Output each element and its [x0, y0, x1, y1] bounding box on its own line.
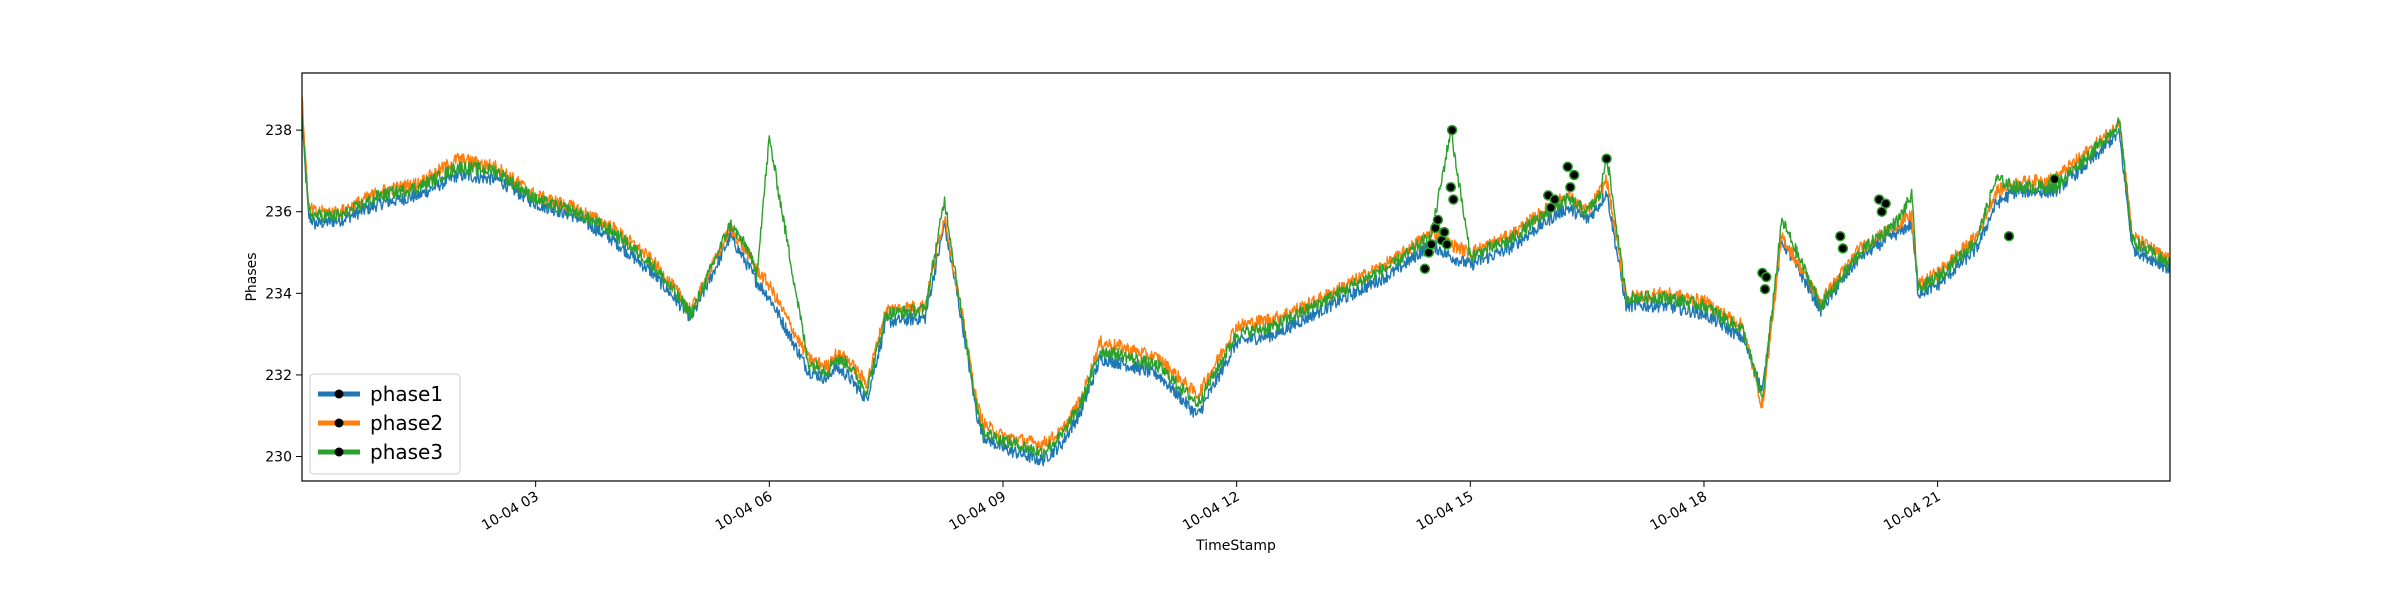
- y-axis: 230 232 234 236 238: [265, 123, 302, 466]
- data-point-marker: [1432, 214, 1444, 226]
- x-tick-label: 10-04 15: [1414, 489, 1477, 534]
- phase1-line: [302, 119, 2170, 467]
- data-point-marker: [1419, 263, 1431, 275]
- y-axis-label: Phases: [244, 252, 260, 301]
- legend-phase1-label: phase1: [370, 382, 443, 406]
- data-point-marker: [2049, 173, 2060, 185]
- data-point-marker: [1880, 198, 1891, 209]
- data-point-marker: [1601, 153, 1612, 164]
- data-point-marker: [1876, 206, 1888, 217]
- data-point-marker: [1549, 194, 1560, 205]
- x-tick-label: 10-04 09: [946, 489, 1009, 534]
- data-point-marker: [1759, 283, 1771, 295]
- x-axis: 10-04 03 10-04 06 10-04 09 10-04 12 10-04 15…: [479, 481, 1944, 534]
- data-point-marker: [1837, 243, 1849, 254]
- legend-phase2-label: phase2: [370, 411, 443, 435]
- data-point-marker: [1439, 226, 1450, 238]
- data-point-marker: [1426, 239, 1437, 250]
- marker-layer: [1419, 124, 2060, 295]
- data-point-marker: [1545, 202, 1557, 213]
- y-tick-label: 238: [265, 123, 292, 139]
- data-point-marker: [1446, 124, 1458, 136]
- plot-frame: [301, 72, 2171, 482]
- y-tick-label: 236: [265, 205, 292, 221]
- data-point-marker: [2003, 230, 2015, 242]
- x-tick-label: 10-04 21: [1881, 489, 1944, 534]
- x-tick-label: 10-04 18: [1647, 489, 1710, 534]
- legend-phase3-label: phase3: [370, 440, 443, 464]
- x-tick-label: 10-04 12: [1180, 489, 1243, 534]
- legend: phase1 phase2 phase3: [309, 373, 461, 475]
- data-point-marker: [1448, 194, 1459, 205]
- y-tick-label: 234: [265, 286, 292, 302]
- series-layer: [302, 96, 2170, 467]
- x-tick-label: 10-04 03: [479, 489, 542, 534]
- data-point-marker: [1761, 271, 1772, 283]
- phase2-line: [302, 96, 2170, 452]
- data-point-marker: [1835, 230, 1846, 242]
- data-point-marker: [1445, 181, 1457, 193]
- legend-phase2-marker: [334, 418, 344, 428]
- y-tick-label: 230: [265, 450, 292, 466]
- data-point-marker: [1565, 181, 1576, 193]
- data-point-marker: [1568, 169, 1580, 181]
- y-tick-label: 232: [265, 368, 292, 384]
- legend-box: [309, 373, 461, 475]
- phase3-line: [302, 115, 2170, 459]
- data-point-marker: [1562, 161, 1573, 173]
- legend-phase3-marker: [334, 447, 344, 457]
- x-axis-label: TimeStamp: [1195, 538, 1276, 554]
- x-tick-label: 10-04 06: [713, 489, 776, 534]
- data-point-marker: [1441, 239, 1453, 250]
- legend-phase1-marker: [334, 389, 344, 399]
